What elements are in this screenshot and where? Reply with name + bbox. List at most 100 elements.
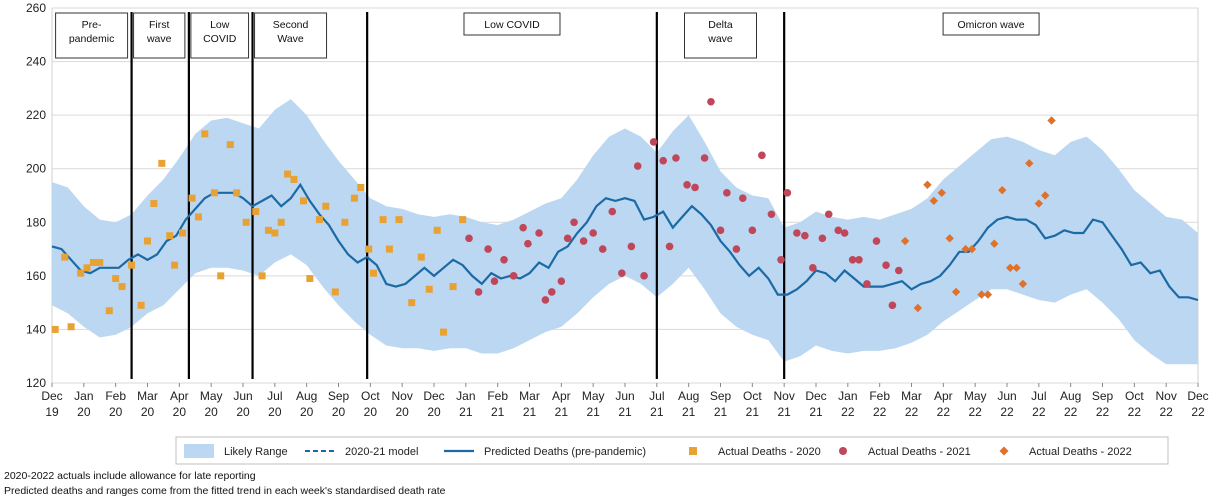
x-tick-month: Mar [519,389,540,403]
actual-2021-marker [793,229,801,237]
actual-2020-marker [158,159,166,167]
actual-2022-marker [929,196,938,206]
legend-label: Likely Range [224,446,288,458]
x-tick-month: Oct [743,389,762,403]
actual-2022-marker [1047,116,1056,125]
actual-2022-marker [900,236,910,246]
actual-2021-marker [818,234,827,243]
footnote-fitted-trend: Predicted deaths and ranges come from th… [4,485,446,497]
phase-label: COVID [203,33,237,45]
y-tick-label: 240 [26,55,46,69]
legend-label: Actual Deaths - 2020 [718,446,821,458]
x-tick-year: 22 [968,405,982,419]
actual-2020-marker [277,218,285,226]
x-tick-year: 21 [523,405,537,419]
actual-2020-marker [233,189,241,197]
x-tick-month: Feb [869,389,890,403]
actual-2020-marker [271,229,279,237]
phase-label: wave [146,33,172,45]
actual-2021-marker [633,162,642,170]
x-tick-month: Jun [233,389,252,403]
actual-2020-marker [242,218,250,226]
x-tick-year: 21 [809,405,823,419]
chart-svg: 120 140 160 180 200 220 240 260 Pre-pandemic Firs… [26,1,1209,465]
actual-2021-marker [738,194,747,202]
x-tick-year: 21 [650,405,664,419]
actual-2020-marker [226,141,234,149]
actual-2020-marker [341,218,349,226]
actual-2020-marker [96,258,104,266]
x-tick-year: 20 [364,405,378,419]
actual-2020-marker [425,285,433,293]
x-tick-month: Jul [267,389,282,403]
phase-box [133,12,186,59]
actual-2021-marker [465,234,473,243]
x-tick-year: 21 [777,405,791,419]
actual-2022-marker [998,185,1007,195]
actual-2022-marker [937,188,946,198]
x-tick-month: Mar [137,389,158,403]
x-tick-year: 22 [841,405,855,419]
actual-2021-marker [834,226,843,235]
actual-2021-marker [659,156,667,165]
x-tick-year: 20 [173,405,187,419]
x-tick-year: 20 [268,405,282,419]
x-tick-month: Jul [1031,389,1046,403]
phase-label: First [149,19,169,31]
x-tick-year: 21 [746,405,760,419]
y-tick-label: 140 [26,322,46,336]
x-tick-month: May [964,389,987,403]
actual-2021-marker [716,226,725,235]
x-tick-month: Oct [361,389,380,403]
actual-2021-marker [863,280,871,288]
actual-2020-marker [299,197,307,205]
actual-2020-marker [83,264,91,272]
x-tick-month: Dec [805,389,826,403]
x-tick-month: Apr [170,389,189,403]
actual-2020-marker [105,307,113,315]
actual-2021-marker [618,269,626,277]
actual-2020-marker [385,245,393,253]
actual-2020-marker [112,275,120,283]
actual-2020-marker [258,272,266,280]
legend-swatch-circle [839,447,847,455]
actual-2021-marker [640,272,648,280]
y-tick-label: 220 [26,108,46,122]
actual-2020-marker [459,216,467,224]
actual-2022-marker [945,234,954,243]
x-tick-month: Dec [423,389,444,403]
actual-2020-marker [171,261,179,269]
actual-2022-marker [923,180,932,189]
phase-box [190,12,250,59]
actual-2021-marker [732,245,741,253]
actual-2021-marker [783,189,792,197]
actual-2021-marker [484,245,492,253]
actual-2022-marker [1041,191,1050,200]
actual-2021-marker [894,266,903,275]
x-tick-year: 21 [618,405,632,419]
x-tick-year: 20 [77,405,91,419]
y-tick-label: 160 [26,269,46,283]
x-tick-month: Jan [838,389,857,403]
actual-2020-marker [322,202,330,210]
actual-2020-marker [252,208,260,216]
x-tick-month: Oct [1125,389,1144,403]
actual-2020-marker [217,272,225,280]
actual-2021-marker [888,301,897,310]
actual-2020-marker [379,216,387,224]
phase-label: Omicron wave [958,19,1025,31]
actual-2020-marker [77,269,85,277]
actual-2020-marker [350,194,358,202]
actual-2021-marker [672,154,680,162]
x-tick-month: Feb [105,389,126,403]
actual-2021-marker [608,207,617,216]
actual-2021-marker [872,237,881,245]
x-tick-year: 22 [1191,405,1205,419]
actual-2020-marker [194,213,202,221]
x-tick-month: Nov [1155,389,1176,403]
actual-2021-marker [649,138,658,146]
x-tick-year: 20 [236,405,250,419]
actual-2020-marker [67,323,75,331]
x-tick-month: Apr [552,389,571,403]
